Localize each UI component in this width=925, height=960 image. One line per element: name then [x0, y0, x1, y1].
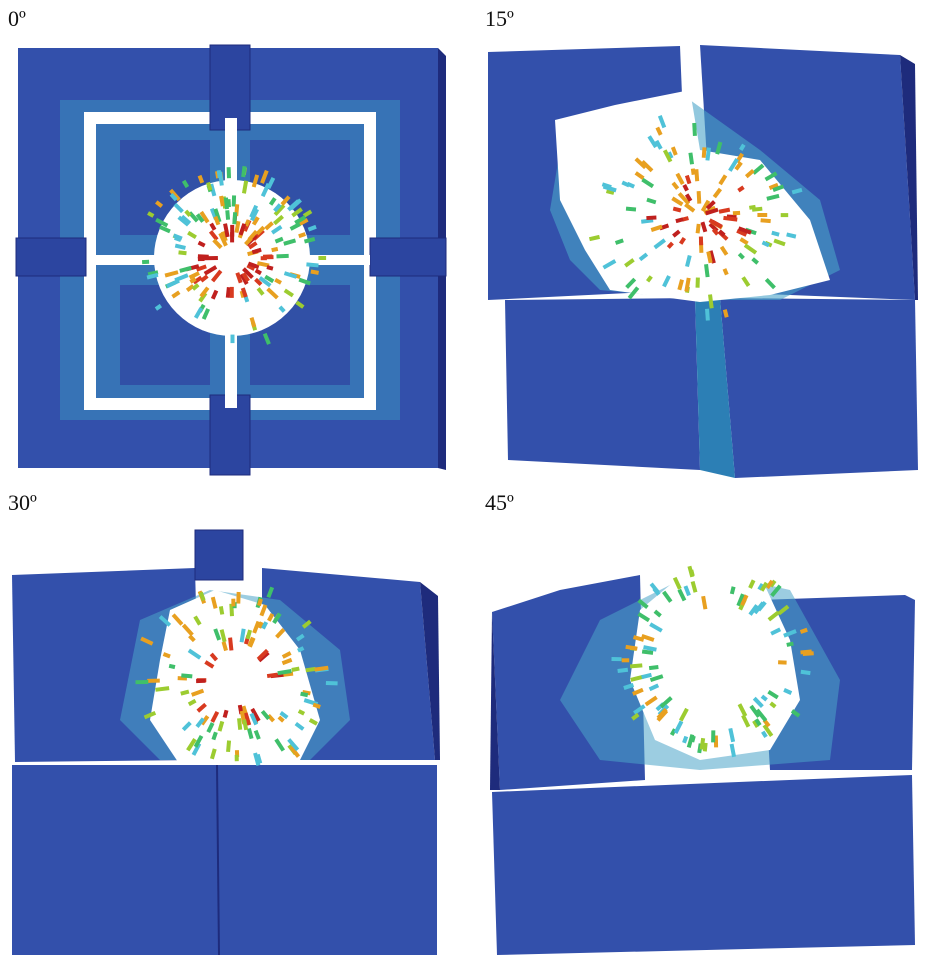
- fragment: [135, 680, 148, 684]
- block: [16, 238, 86, 276]
- fragment: [757, 213, 767, 217]
- figure: 0º 15º 30º: [0, 0, 925, 960]
- fragment: [147, 679, 160, 683]
- page: 0º 15º 30º: [0, 0, 925, 960]
- fragment: [236, 592, 240, 604]
- panel-0: 0º: [8, 6, 446, 475]
- fragment: [231, 335, 235, 344]
- panel-15: 15º: [485, 6, 918, 478]
- fragment: [733, 211, 740, 215]
- fragment: [198, 257, 205, 261]
- block: [210, 45, 250, 130]
- fragment: [178, 250, 186, 255]
- panel-label: 15º: [485, 6, 514, 31]
- fragment: [622, 658, 630, 662]
- fragment: [276, 254, 288, 258]
- block: [720, 298, 918, 478]
- block: [492, 775, 915, 955]
- fragment: [694, 169, 699, 181]
- block: [505, 298, 700, 470]
- panel-label: 45º: [485, 490, 514, 515]
- fragment: [326, 681, 338, 685]
- fragment: [263, 254, 273, 258]
- block: [217, 765, 437, 955]
- panel-45: 45º: [485, 490, 915, 955]
- fragment: [699, 237, 703, 246]
- fragment: [232, 212, 237, 224]
- fragment: [230, 225, 234, 237]
- fragment: [227, 167, 231, 178]
- fragment: [318, 256, 326, 260]
- fragment: [696, 278, 700, 288]
- panel-label: 0º: [8, 6, 26, 31]
- fragment: [611, 657, 621, 661]
- fragment: [711, 730, 715, 742]
- fragment: [778, 660, 787, 664]
- block: [195, 530, 243, 580]
- fragment: [230, 287, 234, 298]
- fragment: [646, 216, 656, 221]
- block: [12, 765, 217, 955]
- fragment: [705, 309, 710, 321]
- fragment: [196, 679, 206, 683]
- fragment: [142, 260, 149, 264]
- panel-30: 30º: [8, 490, 440, 955]
- fragment: [225, 210, 230, 220]
- fragment: [697, 191, 702, 204]
- fragment: [231, 599, 235, 607]
- panel-label: 30º: [8, 490, 37, 515]
- fragment: [702, 147, 707, 158]
- fragment: [781, 213, 789, 217]
- block: [370, 238, 446, 276]
- fragment: [235, 755, 239, 761]
- fragment: [692, 123, 697, 136]
